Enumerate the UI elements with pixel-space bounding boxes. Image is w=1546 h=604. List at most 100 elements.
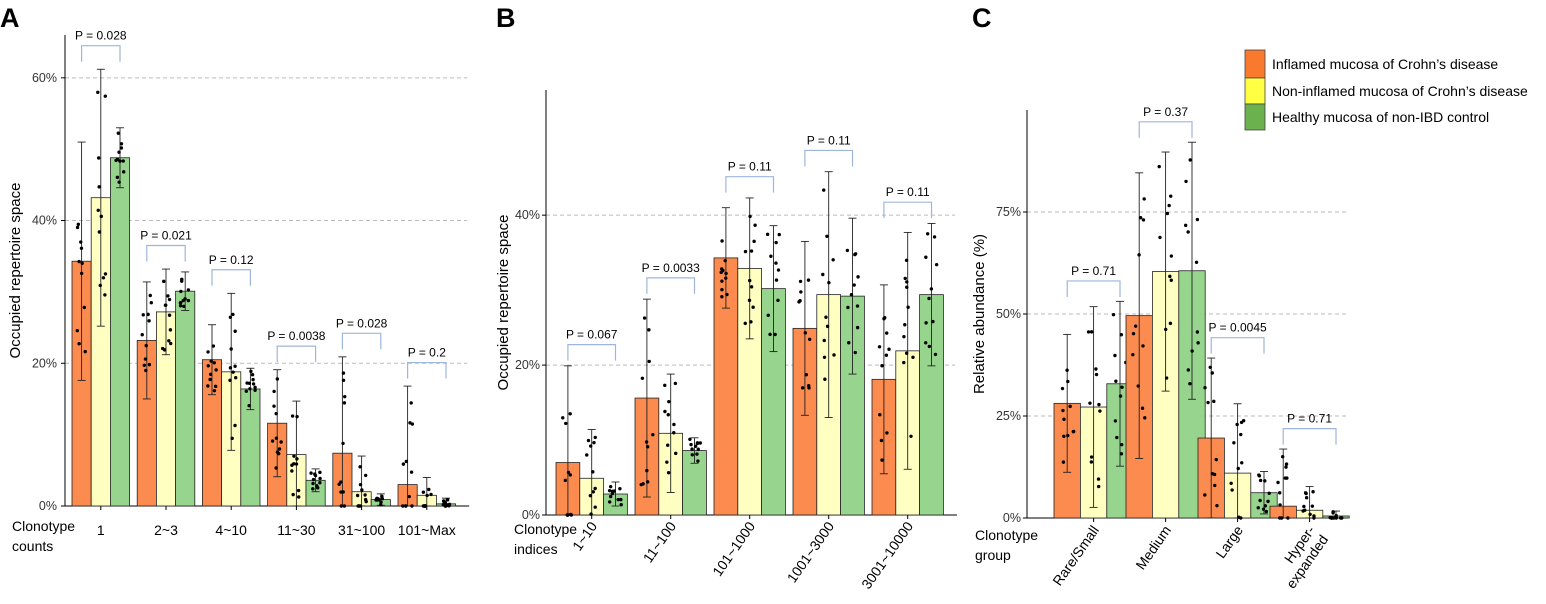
ytick-label-c-2: 50% xyxy=(996,307,1021,321)
xtick-label-line-a-5-0: 101~Max xyxy=(398,522,456,538)
pvalue-bracket-a-2 xyxy=(211,269,251,286)
sample-point-a-2-1-5 xyxy=(229,347,233,351)
sample-point-a-3-1-1 xyxy=(291,492,295,497)
xtick-label-line-b-2-0: 101~1000 xyxy=(709,518,758,579)
sample-point-b-3-0-10 xyxy=(807,337,812,341)
sample-point-b-4-1-5 xyxy=(904,258,909,262)
sample-point-b-1-2-2 xyxy=(689,442,693,447)
sample-point-a-1-1-7 xyxy=(162,279,166,284)
sample-point-b-4-2-4 xyxy=(924,255,928,259)
sample-point-c-1-2-2 xyxy=(1186,368,1191,372)
sample-point-a-3-0-10 xyxy=(274,436,279,440)
sample-point-a-4-1-7 xyxy=(358,465,362,469)
sample-point-b-4-2-5 xyxy=(927,296,931,301)
xtick-label-b-3: 1001~3000 xyxy=(784,518,838,585)
sample-point-c-2-1-10 xyxy=(1239,420,1244,425)
xtick-label-b-4: 3001~10000 xyxy=(858,518,916,591)
sample-point-b-4-1-6 xyxy=(905,280,909,284)
sample-point-b-2-1-10 xyxy=(749,285,754,289)
sample-point-a-5-1-0 xyxy=(421,490,426,494)
sample-point-a-5-0-5 xyxy=(408,421,412,425)
y-axis-title-b: Occupied repertoire space xyxy=(495,215,512,391)
x-axis-title-b-0: Clonotype xyxy=(514,521,577,537)
bar-a-0-2 xyxy=(110,157,131,507)
sample-point-c-1-1-7 xyxy=(1169,278,1173,282)
legend: Inflamed mucosa of Crohn’s disease Non-i… xyxy=(1244,49,1528,131)
pvalue-bracket-c-2 xyxy=(1210,337,1265,354)
sample-point-a-1-1-10 xyxy=(167,297,172,302)
sample-point-a-0-0-0 xyxy=(80,261,84,265)
sample-point-a-5-0-10 xyxy=(410,504,414,508)
sample-point-a-2-1-10 xyxy=(233,329,237,333)
sample-point-b-0-0-4 xyxy=(563,478,568,483)
panel-letter-a: A xyxy=(0,3,20,33)
sample-point-a-1-1-4 xyxy=(167,313,172,317)
sample-point-a-3-0-5 xyxy=(277,451,281,456)
sample-point-b-2-2-2 xyxy=(776,298,780,303)
sample-point-a-2-1-4 xyxy=(233,423,237,428)
sample-point-a-3-0-3 xyxy=(275,377,280,381)
xtick-label-c-0: Rare/Small xyxy=(1049,523,1102,589)
xtick-label-line-c-1-0: Medium xyxy=(1132,523,1174,573)
sample-point-b-2-1-5 xyxy=(747,298,752,303)
sample-point-b-1-1-8 xyxy=(666,443,670,447)
sample-point-a-2-0-2 xyxy=(209,359,213,363)
pvalue-label-a-2: P = 0.12 xyxy=(209,253,254,267)
sample-point-b-1-0-10 xyxy=(647,328,651,332)
sample-point-a-4-1-10 xyxy=(364,499,368,504)
sample-point-a-2-1-3 xyxy=(228,366,233,370)
sample-point-a-5-1-10 xyxy=(423,504,427,508)
xtick-label-a-3: 11~30 xyxy=(277,522,315,538)
sample-point-a-0-1-2 xyxy=(96,90,100,95)
sample-point-a-0-0-8 xyxy=(76,222,81,227)
sample-point-b-0-1-6 xyxy=(593,486,597,491)
sample-point-a-2-0-0 xyxy=(206,350,210,354)
sample-point-c-1-2-5 xyxy=(1183,223,1188,228)
sample-point-a-0-1-9 xyxy=(97,230,102,234)
legend-swatch-non-inflamed xyxy=(1244,77,1266,105)
x-axis-title-a-0: Clonotype xyxy=(12,518,75,534)
sample-point-c-2-1-8 xyxy=(1229,481,1233,485)
sample-point-b-4-0-7 xyxy=(884,353,889,357)
pvalue-bracket-b-4 xyxy=(883,201,933,219)
sample-point-b-4-2-3 xyxy=(924,341,928,345)
sample-point-b-1-1-2 xyxy=(672,431,676,435)
sample-point-b-4-0-9 xyxy=(877,345,882,349)
xtick-label-a-2: 4~10 xyxy=(215,522,247,538)
pvalue-bracket-b-3 xyxy=(804,149,854,167)
sample-point-c-0-2-2 xyxy=(1113,419,1118,423)
sample-point-a-0-0-4 xyxy=(79,240,83,244)
sample-point-a-1-2-7 xyxy=(182,304,186,309)
sample-point-a-0-1-3 xyxy=(99,214,103,219)
sample-point-b-0-2-7 xyxy=(608,484,613,489)
sample-point-b-3-2-3 xyxy=(855,304,860,308)
sample-point-b-2-2-7 xyxy=(766,313,770,318)
sample-point-b-1-2-4 xyxy=(696,447,700,451)
sample-point-b-4-2-2 xyxy=(925,232,930,236)
sample-point-b-0-1-0 xyxy=(585,453,589,457)
sample-point-a-4-0-8 xyxy=(341,441,345,446)
sample-point-c-2-2-6 xyxy=(1264,509,1269,514)
sample-point-a-3-1-0 xyxy=(295,414,299,419)
y-axis-title-a: Occupied repertoire space xyxy=(7,183,24,359)
sample-point-a-0-2-6 xyxy=(117,180,121,184)
sample-point-b-2-1-6 xyxy=(743,321,747,326)
sample-point-b-2-2-1 xyxy=(774,240,778,245)
sample-point-a-0-1-7 xyxy=(97,185,101,189)
sample-point-a-3-2-1 xyxy=(311,477,316,482)
sample-point-a-2-2-10 xyxy=(245,381,249,385)
sample-point-a-0-0-10 xyxy=(75,328,79,333)
pvalue-label-b-2: P = 0.11 xyxy=(728,160,772,174)
sample-point-a-2-1-2 xyxy=(233,364,237,368)
sample-point-a-5-0-8 xyxy=(401,462,406,466)
sample-point-b-2-1-1 xyxy=(753,223,757,227)
sample-point-c-3-0-1 xyxy=(1286,516,1290,520)
sample-point-c-2-1-5 xyxy=(1236,466,1240,471)
pvalue-label-c-1: P = 0.37 xyxy=(1143,105,1188,119)
sample-point-c-3-0-8 xyxy=(1276,480,1280,485)
sample-point-b-2-0-3 xyxy=(720,279,724,283)
sample-point-b-4-0-8 xyxy=(885,331,889,335)
sample-point-c-2-2-7 xyxy=(1266,499,1270,504)
sample-point-c-1-0-10 xyxy=(1131,352,1135,357)
sample-point-b-2-0-7 xyxy=(720,239,724,243)
